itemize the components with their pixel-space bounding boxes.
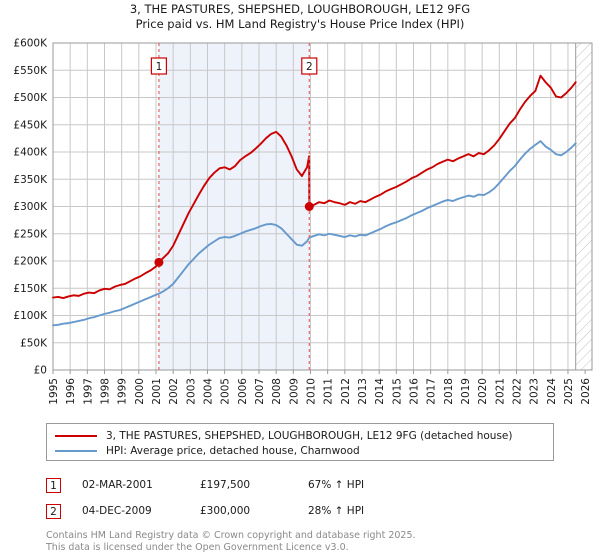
x-axis-tick-label: 1996 — [65, 378, 77, 405]
chart-legend: 3, THE PASTURES, SHEPSHED, LOUGHBOROUGH,… — [46, 423, 554, 461]
x-axis-tick-label: 2023 — [529, 378, 541, 405]
x-axis-tick-label: 2025 — [563, 378, 575, 405]
x-axis-tick-label: 1997 — [82, 378, 94, 405]
sale-marker-number-2: 2 — [46, 503, 61, 519]
y-axis-tick-label: £600K — [13, 38, 48, 50]
x-axis-tick-label: 2020 — [477, 378, 489, 405]
x-axis-tick-label: 2022 — [511, 378, 523, 405]
y-axis-tick-label: £250K — [13, 228, 48, 240]
no-data-region — [575, 43, 592, 370]
x-axis-tick-label: 2005 — [220, 378, 232, 405]
y-axis-tick-label: £50K — [20, 337, 48, 349]
footer-line-1: Contains HM Land Registry data © Crown c… — [46, 530, 416, 541]
sale-marker-number-1: 1 — [46, 477, 61, 493]
x-axis-tick-label: 2011 — [323, 378, 335, 405]
x-axis-tick-label: 2009 — [288, 378, 300, 405]
y-axis-tick-label: £400K — [13, 147, 48, 159]
sale-date-2: 04-DEC-2009 — [82, 505, 152, 517]
x-axis-tick-label: 2013 — [357, 378, 369, 405]
sale-date-1: 02-MAR-2001 — [82, 479, 153, 491]
x-axis-tick-label: 2010 — [305, 378, 317, 405]
footer-line-2: This data is licensed under the Open Gov… — [46, 541, 349, 553]
hpi-average-line — [52, 140, 577, 327]
y-axis-tick-label: £500K — [13, 92, 48, 104]
page-title: 3, THE PASTURES, SHEPSHED, LOUGHBOROUGH,… — [0, 2, 600, 32]
y-axis-tick-label: £100K — [13, 310, 48, 322]
y-axis-tick-label: £150K — [13, 283, 48, 295]
sale-hpi-delta-2: 28% ↑ HPI — [308, 505, 365, 517]
x-axis-tick-label: 2018 — [443, 378, 455, 405]
x-axis-tick-label: 1999 — [117, 378, 129, 405]
sale-marker-box — [150, 57, 168, 75]
y-axis-tick-label: £200K — [13, 256, 48, 268]
y-axis-tick-label: £350K — [13, 174, 48, 186]
legend-swatch-hpi — [55, 449, 97, 452]
x-axis-tick-label: 2012 — [340, 378, 352, 405]
legend-label-property: 3, THE PASTURES, SHEPSHED, LOUGHBOROUGH,… — [106, 429, 513, 442]
legend-item-property: 3, THE PASTURES, SHEPSHED, LOUGHBOROUGH,… — [47, 428, 553, 443]
x-axis-tick-label: 2024 — [546, 378, 558, 405]
x-axis-tick-label: 2021 — [494, 378, 506, 405]
sale-hpi-delta-1: 67% ↑ HPI — [308, 479, 365, 491]
sale-price-1: £197,500 — [200, 479, 251, 491]
x-axis-tick-label: 2002 — [168, 378, 180, 405]
x-axis-tick-label: 2007 — [254, 378, 266, 405]
y-axis-tick-label: £0 — [34, 365, 47, 377]
x-axis-tick-label: 2004 — [202, 378, 214, 405]
x-axis-tick-label: 2000 — [134, 378, 146, 405]
legend-item-hpi: HPI: Average price, detached house, Char… — [47, 443, 553, 458]
x-axis-tick-label: 2006 — [237, 378, 249, 405]
sale-marker-box — [301, 57, 318, 75]
y-axis-tick-label: £300K — [13, 201, 48, 213]
title-line-2: Price paid vs. HM Land Registry's House … — [135, 17, 465, 31]
x-axis-tick-label: 2019 — [460, 378, 472, 405]
copyright-footer: Contains HM Land Registry data © Crown c… — [46, 530, 586, 553]
y-axis-tick-label: £450K — [13, 119, 48, 131]
sale-marker-label: 2 — [306, 61, 313, 73]
sale-point-marker — [304, 202, 314, 211]
sale-point-marker — [154, 257, 164, 267]
x-axis-tick-label: 2003 — [185, 378, 197, 405]
table-row: 2 04-DEC-2009 £300,000 28% ↑ HPI — [46, 498, 516, 524]
sale-marker-label: 1 — [156, 61, 163, 73]
table-row: 1 02-MAR-2001 £197,500 67% ↑ HPI — [46, 472, 516, 498]
x-axis-tick-label: 2017 — [426, 378, 438, 405]
legend-label-hpi: HPI: Average price, detached house, Char… — [106, 444, 360, 457]
x-axis-tick-label: 2016 — [408, 378, 420, 405]
x-axis-tick-label: 1998 — [99, 378, 111, 405]
sale-price-2: £300,000 — [200, 505, 251, 517]
x-axis-tick-label: 1995 — [48, 378, 60, 405]
x-axis-tick-label: 2015 — [391, 378, 403, 405]
sales-history-table: 1 02-MAR-2001 £197,500 67% ↑ HPI 2 04-DE… — [46, 472, 516, 524]
x-axis-tick-label: 2014 — [374, 378, 386, 405]
x-axis-tick-label: 2008 — [271, 378, 283, 405]
x-axis-tick-label: 2026 — [580, 378, 592, 405]
x-axis-tick-label: 2001 — [151, 378, 163, 405]
legend-swatch-property — [55, 434, 97, 437]
y-axis-tick-label: £550K — [13, 65, 48, 77]
title-line-1: 3, THE PASTURES, SHEPSHED, LOUGHBOROUGH,… — [129, 2, 471, 16]
chart-plot-area: £0 £50K £100K £150K £200K £250K £300K £350K £400… — [13, 38, 593, 405]
